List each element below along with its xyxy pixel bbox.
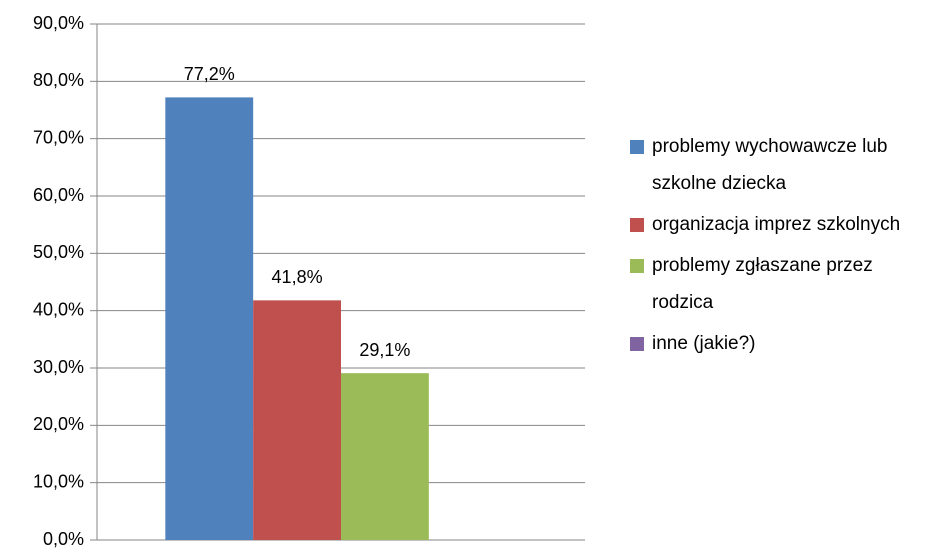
legend-entry: problemy zgłaszane przez rodzica <box>630 247 920 321</box>
y-tick-label: 80,0% <box>33 70 84 90</box>
legend-label: problemy wychowawcze lub szkolne dziecka <box>652 136 888 194</box>
legend: problemy wychowawcze lub szkolne dziecka… <box>630 128 920 366</box>
bar <box>253 300 341 540</box>
legend-swatch <box>630 140 644 154</box>
y-tick-label: 50,0% <box>33 242 84 262</box>
legend-label: organizacja imprez szkolnych <box>652 214 901 235</box>
y-tick-label: 30,0% <box>33 357 84 377</box>
legend-swatch <box>630 218 644 232</box>
bar <box>165 97 254 541</box>
legend-entry: problemy wychowawcze lub szkolne dziecka <box>630 128 920 202</box>
y-tick-label: 90,0% <box>33 13 84 33</box>
y-tick-label: 10,0% <box>33 471 84 491</box>
legend-label: problemy zgłaszane przez rodzica <box>652 255 873 313</box>
data-label: 41,8% <box>272 267 323 287</box>
bar <box>341 373 429 540</box>
data-label: 77,2% <box>184 64 235 84</box>
y-tick-label: 70,0% <box>33 127 84 147</box>
y-tick-label: 20,0% <box>33 414 84 434</box>
legend-entry: inne (jakie?) <box>630 325 920 362</box>
legend-entry: organizacja imprez szkolnych <box>630 206 920 243</box>
y-tick-label: 60,0% <box>33 185 84 205</box>
data-label: 29,1% <box>359 340 410 360</box>
y-tick-label: 0,0% <box>43 529 84 549</box>
legend-swatch <box>630 259 644 273</box>
legend-swatch <box>630 337 644 351</box>
y-tick-label: 40,0% <box>33 299 84 319</box>
legend-label: inne (jakie?) <box>652 333 756 354</box>
